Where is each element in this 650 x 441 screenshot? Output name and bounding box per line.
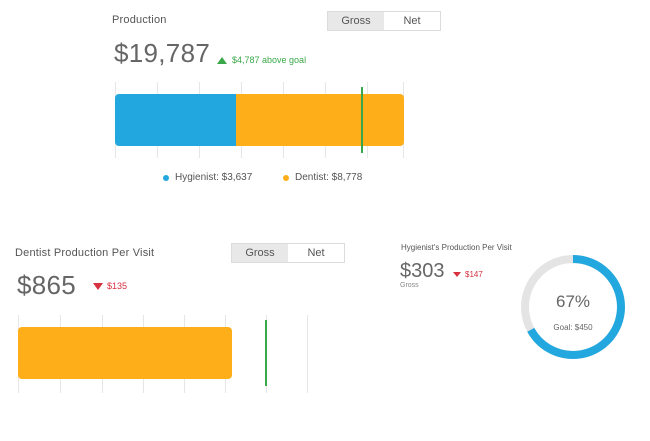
- hygienist-ppv-sublabel: Gross: [400, 282, 419, 289]
- hygienist-ppv-value: $303: [400, 260, 445, 282]
- donut-percent: 67%: [555, 292, 591, 311]
- dentist-ppv-delta-text: $135: [107, 281, 128, 291]
- legend-label-hygienist: Hygienist: $3,637: [175, 172, 253, 183]
- dentist-ppv-goal-marker: [265, 320, 267, 386]
- production-value: $19,787: [114, 38, 211, 68]
- hygienist-legend-dot: [163, 174, 169, 181]
- dentist-bar-segment: [236, 94, 404, 146]
- arrow-up-icon: [217, 56, 227, 64]
- arrow-down-icon: [453, 272, 461, 277]
- dentist-ppv-title: Dentist Production Per Visit: [15, 247, 155, 259]
- legend-item-hygienist: Hygienist: $3,637: [163, 172, 252, 183]
- production-title: Production: [112, 14, 167, 26]
- donut-progress-arc: [521, 255, 625, 359]
- donut-goal-label: Goal: $450: [553, 323, 593, 332]
- dentist-ppv-value: $865: [17, 270, 77, 300]
- production-gross-net-toggle: Gross Net: [327, 11, 441, 31]
- hygienist-ppv-donut: [521, 255, 625, 359]
- production-goal-marker: [361, 87, 363, 153]
- arrow-down-icon: [93, 282, 103, 290]
- dentist-ppv-delta: $135: [93, 281, 127, 291]
- hygienist-ppv-delta: $147: [453, 270, 483, 279]
- dentist-ppv-gross-net-toggle: Gross Net: [231, 243, 345, 263]
- hygienist-ppv-delta-text: $147: [465, 270, 483, 279]
- production-delta-text: $4,787 above goal: [232, 55, 307, 65]
- legend-label-dentist: Dentist: $8,778: [295, 172, 363, 183]
- production-net-tab[interactable]: Net: [403, 15, 421, 27]
- dentist-ppv-gross-tab[interactable]: Gross: [232, 244, 288, 262]
- gridline: [307, 315, 308, 393]
- production-gross-tab[interactable]: Gross: [328, 12, 384, 30]
- dentist-ppv-bar: [18, 327, 232, 379]
- hygienist-ppv-title: Hygienist's Production Per Visit: [401, 243, 512, 252]
- legend-item-dentist: Dentist: $8,778: [283, 172, 362, 183]
- hygienist-bar-segment: [115, 94, 236, 146]
- dentist-ppv-net-tab[interactable]: Net: [307, 247, 325, 259]
- dentist-legend-dot: [283, 174, 289, 181]
- production-delta: $4,787 above goal: [217, 55, 306, 65]
